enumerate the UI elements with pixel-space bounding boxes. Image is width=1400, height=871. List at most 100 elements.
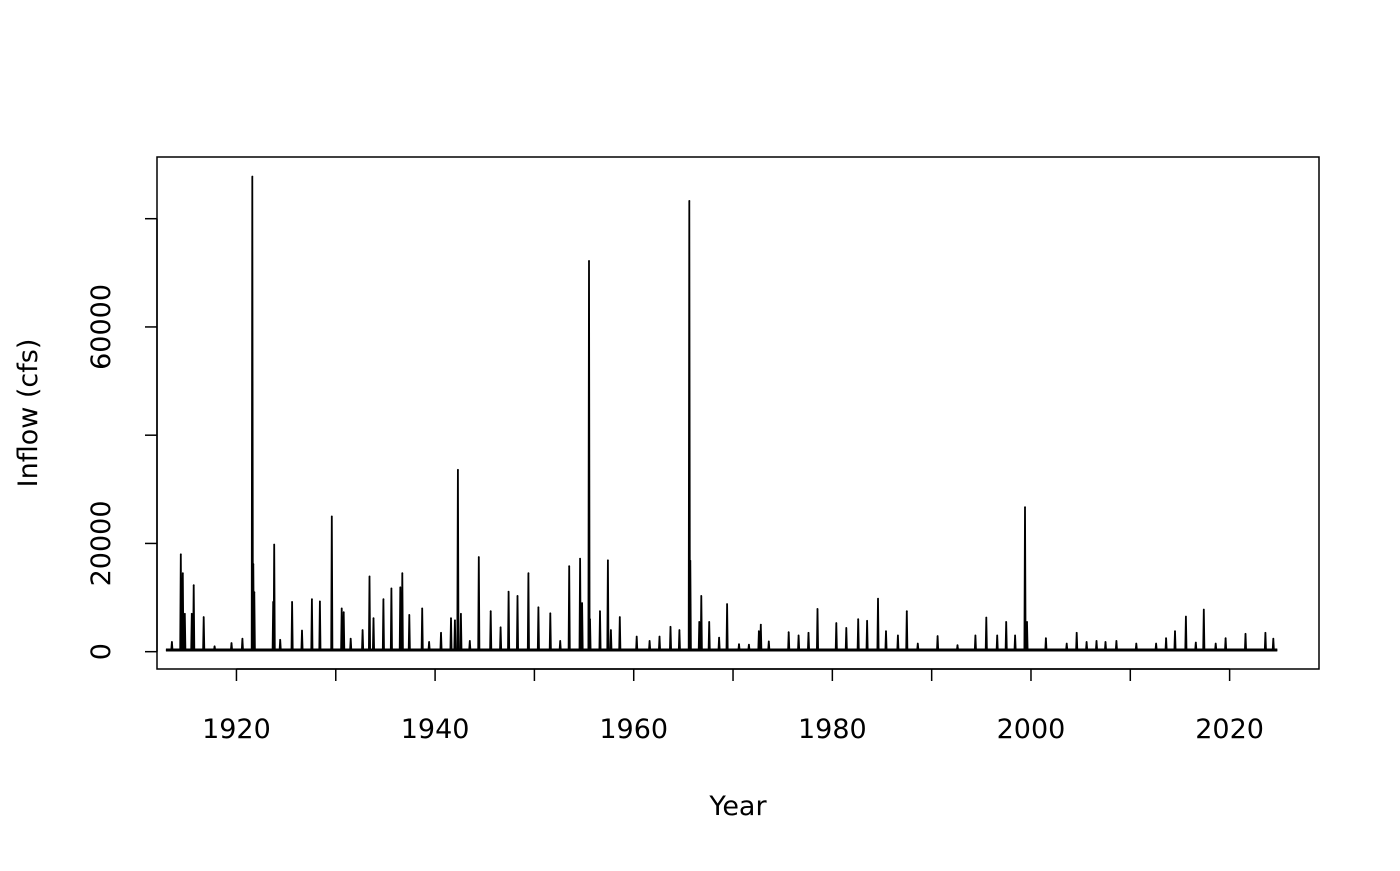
data-point [996,634,999,637]
data-point [183,612,186,615]
x-tick-label: 1920 [202,714,271,745]
data-point [273,543,276,546]
data-point [440,631,442,634]
data-point [190,612,193,615]
data-point [648,639,651,642]
data-point [589,618,591,621]
data-point [1014,634,1016,637]
data-point [230,642,233,644]
data-point [797,634,800,637]
y-tick-label: 0 [86,643,117,660]
data-point [251,175,254,178]
data-point [1244,632,1247,635]
data-point [468,639,471,642]
data-point [1202,608,1205,611]
data-point [916,642,919,645]
data-point [311,598,313,601]
data-point [342,611,345,614]
x-tick-label: 1980 [798,714,867,745]
data-point [460,612,462,615]
data-point [658,635,661,638]
data-point [669,625,672,628]
data-point [401,572,404,575]
data-point [759,623,762,626]
data-point [1085,641,1088,643]
data-point [516,595,519,597]
data-point [428,641,431,643]
data-point [454,619,456,622]
data-point [179,553,182,556]
data-point [390,587,393,590]
data-point [1272,637,1275,640]
data-point [866,619,869,622]
x-tick-label: 2000 [997,714,1066,745]
data-point [689,559,692,562]
data-point [678,629,681,631]
data-point [726,603,728,605]
data-point [253,591,256,594]
x-tick-label: 1960 [599,714,668,745]
data-point [857,618,860,621]
data-point [213,645,216,648]
data-point [1075,631,1078,634]
data-point [877,597,879,600]
data-point [896,634,899,637]
x-axis-title: Year [708,791,767,822]
data-point [499,626,502,629]
x-tick-label: 1940 [401,714,470,745]
data-point [421,607,424,610]
data-point [301,629,303,632]
y-axis: 0 20000 60000 [86,217,158,660]
data-point [477,556,480,558]
data-point [738,643,740,646]
data-point [718,636,721,639]
data-point [318,600,321,603]
data-point [579,557,581,560]
data-point [361,629,364,631]
y-tick-label: 20000 [86,500,117,586]
data-point [985,616,988,619]
data-point [599,610,601,612]
x-axis: 1920 1940 1960 1980 2000 2020 [202,668,1264,745]
data-point [974,634,977,637]
data-point [606,559,609,562]
data-point [618,616,621,618]
data-point [368,575,371,578]
data-point [936,635,939,637]
data-point [1155,642,1158,645]
data-point [1005,621,1008,623]
data-point [581,602,583,604]
data-point [408,613,411,616]
series-layer [165,175,1278,652]
data-point [708,621,711,623]
data-point [1165,637,1167,640]
data-point [372,617,375,620]
data-point [349,637,352,640]
y-axis-title: Inflow (cfs) [13,339,44,488]
data-point [757,630,760,633]
data-point [635,635,638,638]
data-point [192,584,195,587]
data-point [1224,637,1227,640]
data-point [1174,630,1176,633]
data-point [549,612,552,615]
data-point [170,641,173,643]
data-point [1024,506,1026,509]
data-point [489,610,492,612]
data-point [787,631,790,634]
data-point [748,643,750,646]
data-point [382,598,385,601]
data-point [537,606,540,609]
series-line [165,176,1278,651]
data-point [181,572,184,575]
data-point [885,630,887,633]
data-point [399,586,402,589]
data-point [700,595,703,597]
data-point [588,260,590,262]
data-point [559,639,562,642]
data-point [568,565,571,568]
data-point [252,563,255,565]
data-point [1044,637,1047,640]
data-point [698,621,701,623]
